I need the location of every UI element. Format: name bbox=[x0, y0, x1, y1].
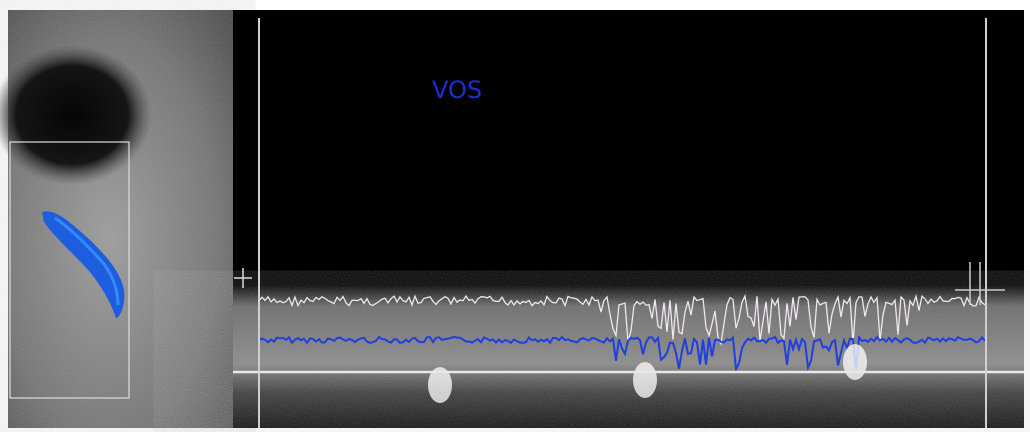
page: VOS (() => { const data = JSON.parse(doc… bbox=[0, 0, 1030, 432]
signal-flash bbox=[633, 362, 657, 398]
signal-flash bbox=[843, 344, 867, 380]
ultrasound-screen: VOS bbox=[0, 0, 1030, 432]
vessel-label: VOS bbox=[432, 76, 482, 104]
